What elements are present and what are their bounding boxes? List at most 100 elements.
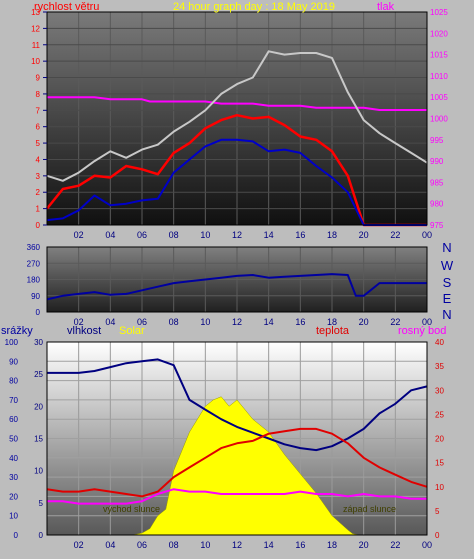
x-tick-label: 18 <box>327 317 337 327</box>
y-tick-label-left: 4 <box>36 155 41 164</box>
y-tick-label-right: 1000 <box>430 115 448 124</box>
y-tick-label-left: 3 <box>36 172 41 181</box>
sunset-annotation: západ slunce <box>343 504 396 514</box>
y-tick-label-left: 12 <box>31 24 40 33</box>
x-tick-label: 16 <box>295 540 305 550</box>
y-tick-label-dir: 270 <box>27 259 41 268</box>
sunrise-annotation: východ slunce <box>103 504 160 514</box>
y-tick-label-left: 5 <box>36 139 41 148</box>
x-tick-label: 10 <box>200 230 210 240</box>
temperature-line <box>46 427 428 498</box>
y-tick-label-humidity: 10 <box>9 512 18 521</box>
y-tick-label-humidity: 60 <box>9 415 18 424</box>
solar-label: Solar <box>119 325 145 337</box>
y-tick-label-precip: 5 <box>39 499 44 508</box>
y-tick-label-left: 11 <box>32 41 41 50</box>
x-tick-label: 06 <box>137 317 147 327</box>
y-tick-label-dir: 360 <box>27 243 41 252</box>
y-tick-label-humidity: 20 <box>9 492 18 501</box>
x-tick-label: 04 <box>105 230 115 240</box>
compass-n1: N <box>442 240 451 255</box>
x-tick-label: 16 <box>295 230 305 240</box>
compass-n2: N <box>442 307 451 322</box>
x-tick-label: 16 <box>295 317 305 327</box>
y-tick-label-dir: 0 <box>36 308 41 317</box>
y-tick-label-left: 10 <box>31 57 40 66</box>
x-tick-label: 00 <box>422 230 432 240</box>
x-tick-label: 10 <box>200 317 210 327</box>
compass-w: W <box>441 258 454 273</box>
y-tick-label-humidity: 80 <box>9 377 18 386</box>
x-tick-label: 20 <box>359 230 369 240</box>
y-tick-label-humidity: 50 <box>9 435 18 444</box>
y-tick-label-left: 7 <box>36 106 41 115</box>
y-tick-label-left: 13 <box>31 8 40 17</box>
y-tick-label-humidity: 90 <box>9 357 18 366</box>
y-tick-label-humidity: 0 <box>14 531 19 540</box>
y-tick-label-humidity: 30 <box>9 473 18 482</box>
y-tick-label-temp: 40 <box>435 338 444 347</box>
x-tick-label: 12 <box>232 540 242 550</box>
panel1-frame <box>46 11 428 226</box>
x-tick-label: 12 <box>232 230 242 240</box>
y-tick-label-precip: 20 <box>34 402 43 411</box>
dewpoint-line <box>47 488 427 505</box>
y-tick-label-humidity: 70 <box>9 396 18 405</box>
humidity-line <box>47 358 428 452</box>
y-tick-label-right: 1005 <box>430 93 448 102</box>
x-tick-label: 20 <box>359 540 369 550</box>
x-tick-label: 00 <box>422 317 432 327</box>
y-tick-label-temp: 15 <box>435 459 444 468</box>
wind-speed-label: rychlost větru <box>34 1 99 13</box>
compass-s: S <box>443 275 452 290</box>
solar-area <box>132 396 359 536</box>
compass-e: E <box>443 291 452 306</box>
y-tick-label-temp: 35 <box>435 362 444 371</box>
panel2-series <box>46 273 427 301</box>
y-tick-label-right: 975 <box>430 221 444 230</box>
panel1-title: 24 hour graph day : 18 May 2019 <box>173 1 335 13</box>
y-tick-label-right: 995 <box>430 136 444 145</box>
panel3-frame <box>46 341 428 536</box>
x-tick-label: 14 <box>264 317 274 327</box>
x-tick-label: 04 <box>105 540 115 550</box>
x-tick-label: 08 <box>169 230 179 240</box>
x-tick-label: 02 <box>74 540 84 550</box>
x-tick-label: 02 <box>74 230 84 240</box>
y-tick-label-dir: 180 <box>27 276 41 285</box>
y-tick-label-temp: 30 <box>435 386 444 395</box>
wind-direction-line <box>46 273 427 301</box>
humidity-label: vlhkost <box>67 325 101 337</box>
y-tick-label-temp: 0 <box>435 531 440 540</box>
y-tick-label-temp: 20 <box>435 435 444 444</box>
y-tick-label-left: 6 <box>36 123 41 132</box>
y-tick-label-right: 1015 <box>430 51 448 60</box>
x-tick-label: 20 <box>359 317 369 327</box>
y-tick-label-right: 1020 <box>430 29 448 38</box>
x-tick-label: 08 <box>169 317 179 327</box>
x-tick-label: 22 <box>390 317 400 327</box>
x-tick-label: 06 <box>137 230 147 240</box>
y-tick-label-left: 9 <box>36 74 41 83</box>
x-tick-label: 18 <box>327 230 337 240</box>
y-tick-label-precip: 15 <box>34 435 43 444</box>
y-tick-label-temp: 10 <box>435 483 444 492</box>
y-tick-label-humidity: 40 <box>9 454 18 463</box>
y-tick-label-precip: 10 <box>34 467 43 476</box>
x-tick-label: 04 <box>105 317 115 327</box>
x-tick-label: 18 <box>327 540 337 550</box>
y-tick-label-left: 0 <box>36 221 41 230</box>
x-tick-label: 14 <box>264 230 274 240</box>
x-tick-label: 22 <box>390 230 400 240</box>
x-tick-label: 14 <box>264 540 274 550</box>
y-tick-label-right: 985 <box>430 178 444 187</box>
x-tick-label: 12 <box>232 317 242 327</box>
y-tick-label-right: 1010 <box>430 72 448 81</box>
y-tick-label-precip: 25 <box>34 370 43 379</box>
y-tick-label-temp: 25 <box>435 410 444 419</box>
precip-label: srážky <box>1 325 33 337</box>
y-tick-label-right: 1025 <box>430 8 448 17</box>
y-tick-label-right: 980 <box>430 200 444 209</box>
y-tick-label-right: 990 <box>430 157 444 166</box>
